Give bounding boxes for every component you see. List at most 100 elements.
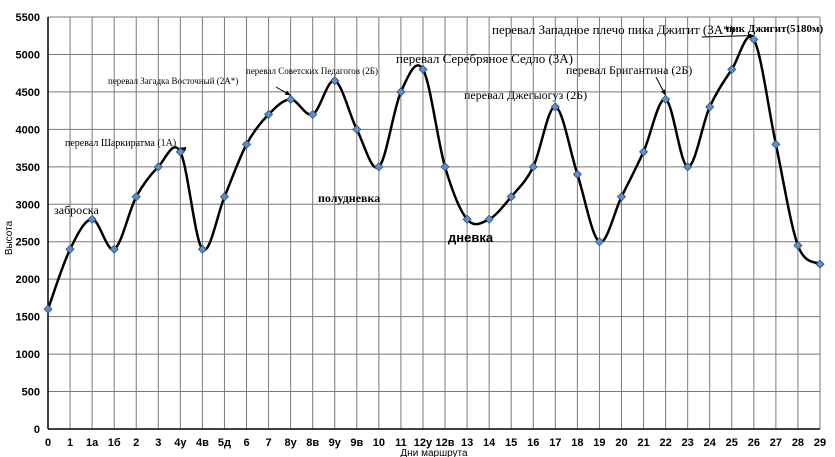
- data-point-marker: [175, 147, 185, 157]
- x-tick-label: 1б: [108, 437, 121, 449]
- x-tick-label: 17: [549, 437, 561, 449]
- x-tick-label: 2: [133, 437, 139, 449]
- y-axis-title: Высота: [4, 220, 15, 255]
- data-point-marker: [87, 214, 97, 224]
- data-point-marker: [241, 139, 252, 149]
- x-tick-label: 4у: [174, 437, 187, 449]
- data-point-marker: [616, 192, 627, 202]
- x-tick-label: 6: [243, 437, 249, 449]
- data-point-marker: [219, 192, 230, 202]
- x-tick-label: 10: [373, 437, 385, 449]
- y-tick-label: 0: [34, 424, 40, 436]
- annotation-arrowhead: [284, 90, 291, 96]
- annotation-arrowhead: [180, 146, 187, 152]
- annotation-label: пик Джигит(5180м): [726, 23, 824, 35]
- data-point-marker: [506, 192, 516, 202]
- data-point-marker: [638, 147, 649, 157]
- data-point-marker: [749, 34, 759, 45]
- data-point-marker: [286, 94, 296, 104]
- x-tick-label: 7: [266, 437, 272, 449]
- y-tick-label: 3500: [16, 162, 40, 174]
- axis-layer: 0 500 1000 1500 2000 2500 3000 3500 4000 4500 5000…: [16, 12, 827, 449]
- annotation-label: перевал Шаркиратма (1А): [65, 138, 176, 149]
- data-point-marker: [330, 76, 340, 86]
- annotation-label: перевал Советских Педагогов (2Б): [246, 66, 378, 76]
- y-tick-label: 500: [22, 387, 40, 399]
- x-tick-label: 4в: [196, 437, 209, 449]
- data-point-marker: [793, 240, 803, 251]
- data-point-marker: [528, 162, 538, 172]
- x-tick-label: 0: [45, 437, 51, 449]
- marker-layer: [43, 34, 825, 314]
- data-point-marker: [462, 214, 472, 224]
- x-tick-label: 26: [748, 437, 760, 449]
- data-point-marker: [264, 109, 274, 119]
- x-tick-label: 1: [67, 437, 73, 449]
- annotation-label: перевал Бригантина (2Б): [566, 63, 692, 77]
- annotation-layer: заброска перевал Шаркиратма (1А) перевал З…: [54, 22, 824, 245]
- data-point-marker: [705, 102, 715, 112]
- x-tick-label: 1а: [86, 437, 99, 449]
- data-point-marker: [153, 162, 163, 172]
- x-tick-label: 22: [659, 437, 671, 449]
- annotation-arrowhead: [660, 89, 666, 96]
- x-tick-label: 18: [571, 437, 583, 449]
- x-tick-label: 15: [505, 437, 517, 449]
- data-point-marker: [771, 139, 781, 149]
- x-tick-label: 19: [593, 437, 605, 449]
- x-tick-label: 29: [814, 437, 826, 449]
- annotation-label: заброска: [54, 203, 99, 217]
- annotation-label: перевал Загадка Восточный (2А*): [108, 76, 238, 86]
- y-tick-label: 2500: [16, 237, 40, 249]
- data-point-marker: [815, 259, 825, 269]
- data-point-marker: [683, 162, 693, 172]
- data-point-marker: [374, 162, 384, 172]
- annotation-label: перевал Западное плечо пика Джигит (3А*): [492, 22, 734, 37]
- data-point-marker: [418, 64, 428, 75]
- x-axis-title: Дни маршрута: [400, 448, 468, 457]
- x-tick-label: 20: [615, 437, 627, 449]
- data-point-marker: [43, 304, 53, 314]
- y-tick-label: 3000: [16, 199, 40, 211]
- x-tick-label: 11: [395, 437, 407, 449]
- data-point-marker: [65, 244, 75, 254]
- x-tick-label: 8у: [285, 437, 298, 449]
- line-layer: [46, 35, 821, 310]
- y-tick-label: 4000: [16, 124, 40, 136]
- annotation-label: перевал Серебряное Седло (3А): [396, 51, 573, 66]
- data-point-marker: [308, 109, 318, 119]
- data-point-marker: [594, 237, 604, 247]
- y-tick-label: 1500: [16, 312, 40, 324]
- x-tick-label: 8в: [306, 437, 319, 449]
- annotation-label: дневка: [448, 230, 494, 245]
- x-tick-label: 23: [682, 437, 694, 449]
- data-point-marker: [131, 192, 141, 202]
- elevation-line: [46, 35, 821, 310]
- x-tick-label: 12в: [436, 437, 455, 449]
- x-tick-label: 9у: [329, 437, 342, 449]
- y-tick-label: 4500: [16, 87, 40, 99]
- x-tick-label: 16: [527, 437, 539, 449]
- data-point-marker: [440, 162, 450, 172]
- x-tick-label: 13: [461, 437, 473, 449]
- annotation-arrowhead: [748, 33, 754, 38]
- y-tick-label: 1000: [16, 349, 40, 361]
- x-tick-label: 12у: [414, 437, 433, 449]
- x-tick-label: 28: [792, 437, 804, 449]
- annotation-arrow: [701, 34, 754, 38]
- y-tick-label: 5500: [16, 12, 40, 24]
- x-tick-label: 21: [637, 437, 649, 449]
- y-tick-label: 5000: [16, 49, 40, 61]
- x-tick-label: 27: [770, 437, 782, 449]
- data-point-marker: [352, 124, 362, 134]
- data-point-marker: [550, 102, 560, 112]
- data-point-marker: [727, 64, 737, 75]
- data-point-marker: [109, 244, 119, 254]
- data-point-marker: [661, 94, 671, 104]
- annotation-label: полудневка: [318, 191, 380, 205]
- data-point-marker: [572, 169, 582, 179]
- x-tick-label: 14: [483, 437, 496, 449]
- x-tick-label: 5д: [218, 437, 231, 449]
- data-point-marker: [396, 87, 406, 97]
